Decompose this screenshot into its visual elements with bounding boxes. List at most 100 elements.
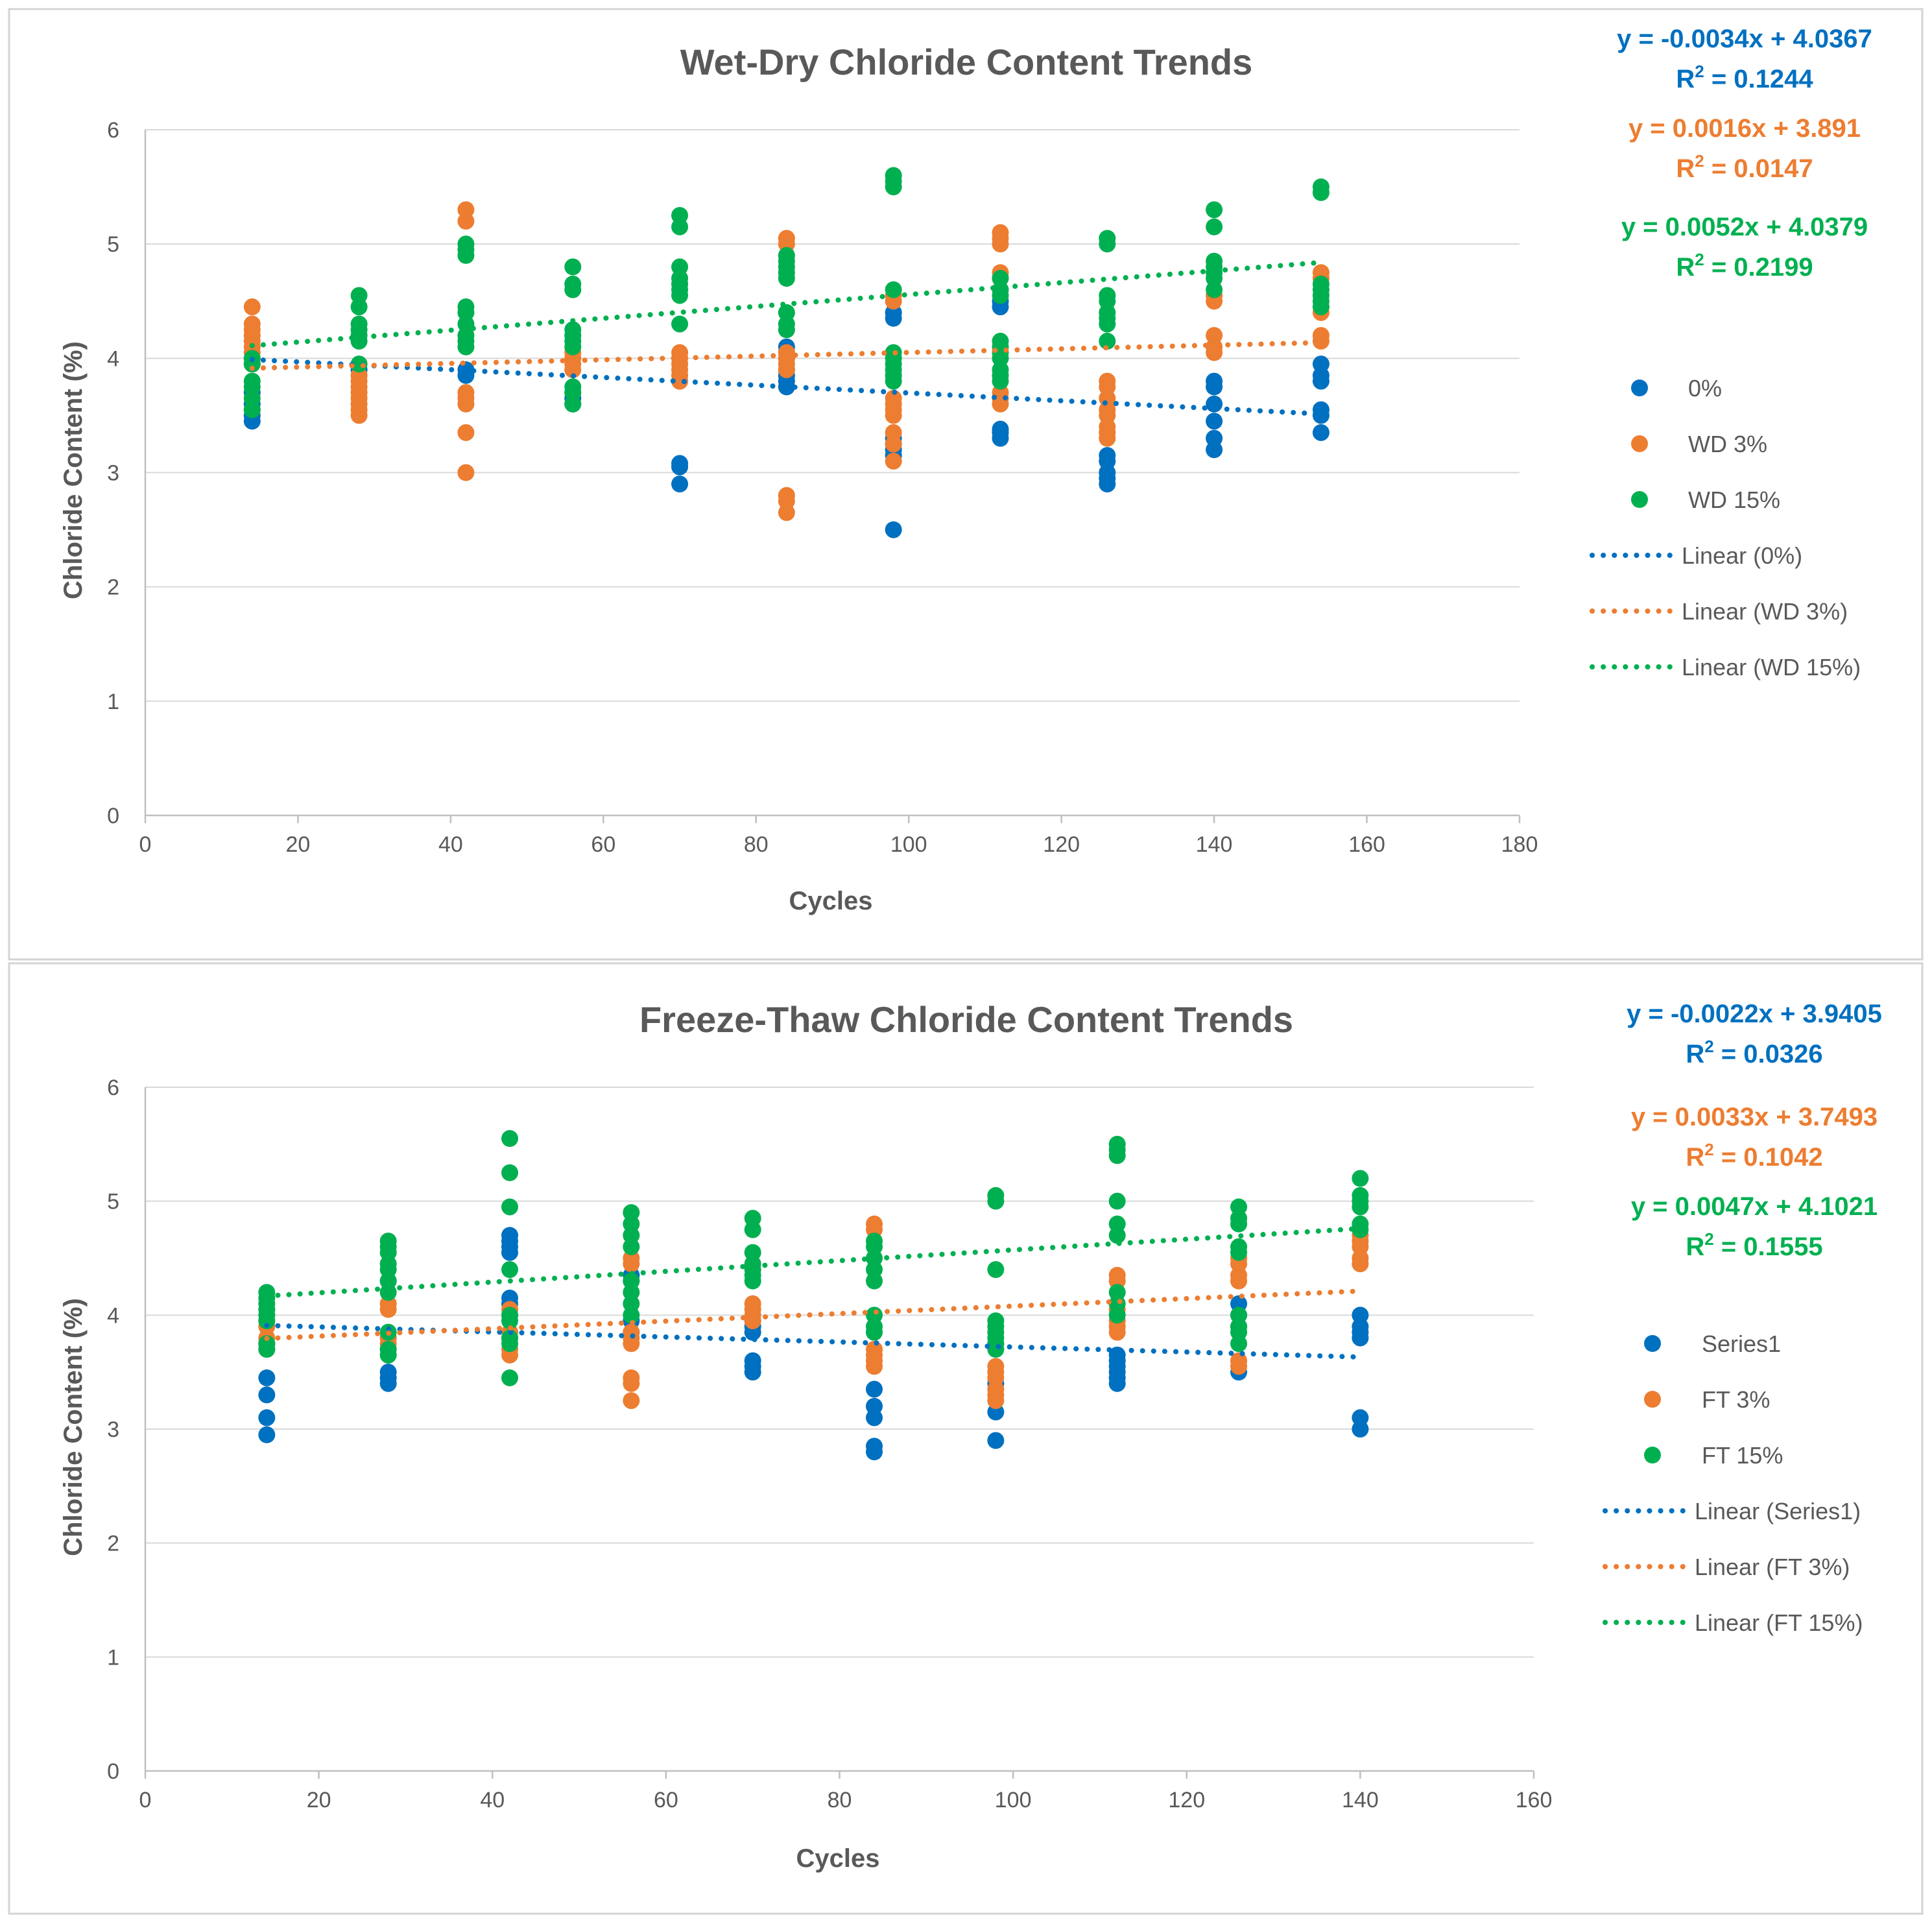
wet-dry-series-wd-15 (243, 167, 1330, 418)
wet-dry-x-axis-title: Cycles (789, 887, 873, 915)
freeze-thaw-legend-label: Linear (Series1) (1695, 1498, 1861, 1524)
wet-dry-point (1099, 332, 1116, 350)
freeze-thaw-point (501, 1329, 519, 1347)
freeze-thaw-y-tick-label: 1 (107, 1645, 119, 1670)
freeze-thaw-point (1352, 1306, 1369, 1324)
wet-dry-legend-marker (1631, 491, 1648, 508)
freeze-thaw-point (501, 1369, 519, 1386)
freeze-thaw-x-tick-label: 0 (139, 1788, 152, 1812)
freeze-thaw-point (1230, 1198, 1248, 1216)
wet-dry-y-tick-label: 0 (107, 804, 119, 828)
wet-dry-x-tick-label: 60 (591, 832, 615, 857)
freeze-thaw-point (866, 1397, 883, 1415)
wet-dry-point (885, 521, 902, 538)
freeze-thaw-point (258, 1335, 276, 1353)
freeze-thaw-point (987, 1432, 1005, 1449)
freeze-thaw-y-tick-label: 4 (107, 1303, 119, 1328)
freeze-thaw-point (379, 1364, 397, 1381)
freeze-thaw-point (1108, 1284, 1126, 1301)
wet-dry-x-tick-label: 80 (744, 832, 769, 857)
freeze-thaw-legend-label: FT 15% (1702, 1442, 1783, 1469)
freeze-thaw-y-tick-label: 2 (107, 1532, 119, 1556)
wet-dry-point (457, 235, 475, 253)
freeze-thaw-x-axis-title: Cycles (796, 1844, 880, 1873)
wet-dry-point (1312, 275, 1330, 293)
freeze-thaw-legend-label: Linear (FT 15%) (1695, 1609, 1863, 1636)
wet-dry-point (457, 384, 475, 402)
wet-dry-legend-marker (1631, 379, 1648, 396)
wet-dry-trendline-linear-wd-15 (249, 259, 1324, 348)
wet-dry-point (778, 487, 795, 504)
wet-dry-legend-label: Linear (WD 3%) (1682, 598, 1848, 625)
wet-dry-x-tick-label: 160 (1348, 832, 1385, 857)
wet-dry-y-tick-label: 4 (107, 346, 119, 371)
wet-dry-point (564, 321, 582, 339)
wet-dry-legend-marker (1631, 435, 1648, 452)
freeze-thaw-r-squared: R2 = 0.1042 (1686, 1140, 1822, 1172)
wet-dry-point (671, 475, 689, 493)
freeze-thaw-point (501, 1261, 519, 1279)
wet-dry-point (1312, 424, 1330, 441)
freeze-thaw-x-tick-label: 60 (654, 1788, 678, 1812)
freeze-thaw-point (744, 1352, 761, 1369)
wet-dry-point (243, 372, 261, 390)
freeze-thaw-legend-label: FT 3% (1702, 1386, 1770, 1413)
wet-dry-x-tick-label: 120 (1043, 832, 1080, 857)
wet-dry-legend-label: 0% (1688, 375, 1722, 402)
wet-dry-x-tick-label: 40 (438, 832, 463, 857)
wet-dry-legend-label: WD 3% (1688, 431, 1767, 457)
freeze-thaw-point (623, 1323, 640, 1341)
freeze-thaw-legend-marker (1644, 1391, 1661, 1408)
freeze-thaw-point (1108, 1215, 1126, 1233)
freeze-thaw-trend-equation: y = 0.0033x + 3.7493 (1631, 1103, 1878, 1131)
wet-dry-point (992, 270, 1009, 287)
wet-dry-point (1312, 327, 1330, 344)
freeze-thaw-x-tick-label: 40 (480, 1788, 505, 1812)
wet-dry-point (243, 315, 261, 333)
freeze-thaw-y-tick-label: 6 (107, 1076, 119, 1100)
wet-dry-y-tick-label: 5 (107, 232, 119, 257)
freeze-thaw-point (1352, 1215, 1369, 1233)
wet-dry-point (671, 315, 689, 333)
freeze-thaw-x-tick-label: 160 (1516, 1788, 1553, 1812)
freeze-thaw-point (623, 1204, 640, 1222)
freeze-thaw-point (623, 1369, 640, 1386)
freeze-thaw-point (1108, 1266, 1126, 1284)
freeze-thaw-point (866, 1306, 883, 1324)
freeze-thaw-point (501, 1198, 519, 1216)
freeze-thaw-x-tick-label: 20 (307, 1788, 331, 1812)
wet-dry-point (564, 258, 582, 276)
freeze-thaw-point (866, 1380, 883, 1398)
wet-dry-point (885, 424, 902, 441)
freeze-thaw-series-ft-15 (258, 1130, 1369, 1386)
freeze-thaw-y-tick-label: 5 (107, 1190, 119, 1214)
wet-dry-point (1206, 327, 1223, 344)
freeze-thaw-trend-equation: y = 0.0047x + 4.1021 (1631, 1192, 1878, 1221)
wet-dry-point (457, 361, 475, 378)
freeze-thaw-point (379, 1341, 397, 1358)
wet-dry-point (1206, 252, 1223, 270)
freeze-thaw-x-tick-label: 140 (1342, 1788, 1379, 1812)
wet-dry-trend-equation: y = 0.0052x + 4.0379 (1621, 213, 1868, 241)
wet-dry-point (1206, 372, 1223, 390)
wet-dry-x-tick-label: 180 (1501, 832, 1538, 857)
wet-dry-r-squared: R2 = 0.1244 (1676, 62, 1813, 93)
freeze-thaw-point (987, 1312, 1005, 1330)
freeze-thaw-y-tick-label: 0 (107, 1759, 119, 1784)
wet-dry-r-squared: R2 = 0.0147 (1676, 151, 1813, 183)
wet-dry-x-tick-label: 20 (286, 832, 311, 857)
wet-dry-point (457, 464, 475, 481)
wet-dry-legend-label: Linear (WD 15%) (1682, 654, 1861, 680)
wet-dry-point (1206, 218, 1223, 235)
freeze-thaw-chart: Freeze-Thaw Chloride Content Trends Cycl… (8, 962, 1924, 1915)
freeze-thaw-x-tick-label: 80 (828, 1788, 852, 1812)
freeze-thaw-point (866, 1215, 883, 1233)
wet-dry-y-tick-label: 1 (107, 690, 119, 714)
wet-dry-point (243, 298, 261, 316)
wet-dry-point (671, 455, 689, 472)
freeze-thaw-point (866, 1341, 883, 1358)
wet-dry-point (457, 424, 475, 441)
freeze-thaw-point (258, 1386, 276, 1404)
freeze-thaw-point (1352, 1409, 1369, 1426)
